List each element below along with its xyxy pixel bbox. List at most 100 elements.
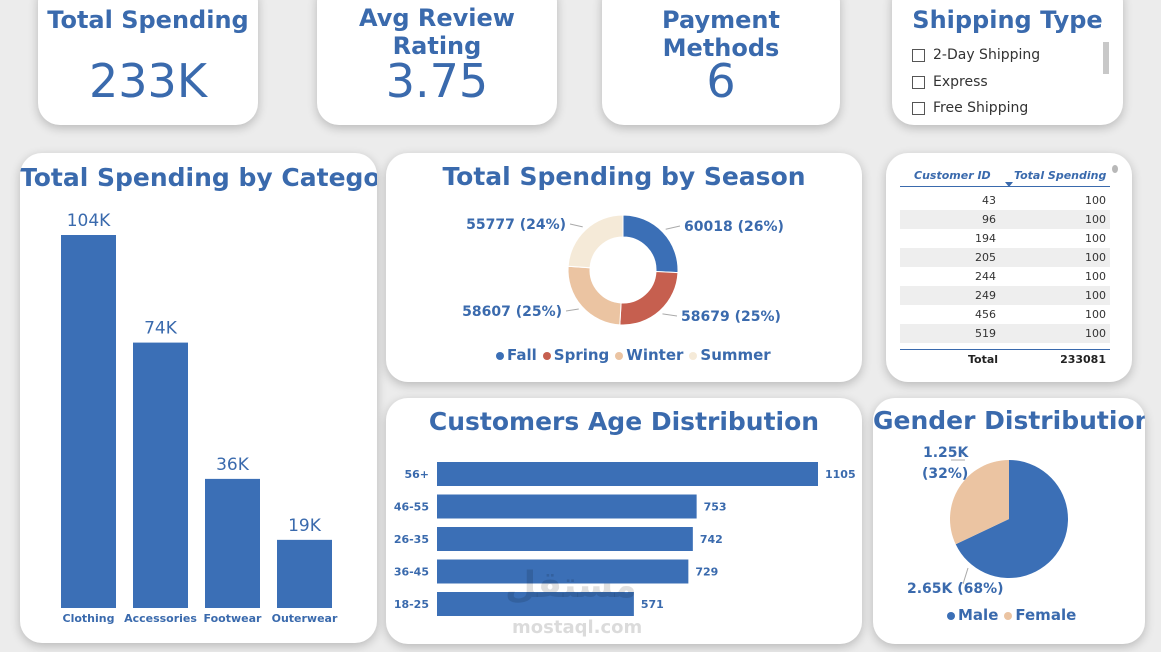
gender-pie-chart: 2.65K (68%) 1.25K (32%) xyxy=(907,445,1068,597)
legend-dot-icon xyxy=(542,352,551,360)
checkbox-icon[interactable] xyxy=(912,75,925,89)
option-label: Express xyxy=(933,74,988,90)
legend-item-spring[interactable]: Spring xyxy=(542,346,610,364)
season-chart-card: Total Spending by Season 60018 (26%) 5867… xyxy=(386,153,862,382)
option-label: Free Shipping xyxy=(933,100,1029,116)
y-tick-label: 36-45 xyxy=(394,566,429,579)
leader-line xyxy=(662,313,678,317)
cell-customer-id: 43 xyxy=(982,194,996,207)
legend-label: Fall xyxy=(507,346,537,364)
table-row[interactable]: 194 100 xyxy=(900,229,1110,248)
legend-item-female[interactable]: Female xyxy=(1004,606,1076,624)
age-bar-chart: 56+ 1105 46-55 753 26-35 742 36-45 729 18-25 571 xyxy=(394,462,856,616)
total-label: Total xyxy=(968,353,999,366)
data-label: 55777 (24%) xyxy=(466,217,566,233)
data-label: 104K xyxy=(67,211,111,231)
cell-customer-id: 519 xyxy=(975,327,996,340)
legend-dot-icon xyxy=(615,352,624,360)
category-chart-card: Total Spending by Category 104K Clothing 7… xyxy=(20,153,377,643)
age-chart-card: Customers Age Distribution 56+ 1105 46-55 7… xyxy=(386,398,862,644)
leader-line xyxy=(962,567,969,585)
bar-age-2 xyxy=(437,527,693,551)
column-header-total-spending[interactable]: Total Spending xyxy=(1014,169,1107,182)
slice-male xyxy=(955,460,1068,578)
chart-title: Total Spending by Season xyxy=(442,162,806,191)
x-tick-label: Accessories xyxy=(124,612,197,625)
watermark-logo: مستقل xyxy=(505,565,637,606)
cell-total-spending: 100 xyxy=(1085,289,1106,302)
legend-item-summer[interactable]: Summer xyxy=(689,346,771,364)
shipping-option-free[interactable]: Free Shipping xyxy=(912,100,1028,116)
kpi-value: 3.75 xyxy=(385,54,489,108)
bar-footwear xyxy=(205,478,260,608)
cell-customer-id: 194 xyxy=(975,232,996,245)
cell-total-spending: 100 xyxy=(1085,194,1106,207)
kpi-value: 233K xyxy=(89,54,207,108)
total-divider xyxy=(900,349,1110,350)
legend-item-fall[interactable]: Fall xyxy=(496,346,537,364)
legend-item-winter[interactable]: Winter xyxy=(615,346,683,364)
sort-desc-icon[interactable] xyxy=(1005,182,1013,187)
category-bar-chart: 104K Clothing 74K Accessories 36K Footwear 19K… xyxy=(61,211,338,625)
gender-legend: Male Female xyxy=(947,606,1076,624)
kpi-value: 6 xyxy=(706,54,736,108)
bar-age-1 xyxy=(437,494,697,519)
shipping-option-2day[interactable]: 2-Day Shipping xyxy=(912,47,1040,63)
gender-chart-card: Gender Distribution 2.65K (68%) 1.25K (32%… xyxy=(873,398,1145,644)
data-label: 742 xyxy=(700,533,723,546)
data-label: 58607 (25%) xyxy=(462,304,562,320)
data-label: 58679 (25%) xyxy=(681,309,781,325)
kpi-title: Payment Methods xyxy=(662,6,780,62)
cell-total-spending: 100 xyxy=(1085,327,1106,340)
scrollbar[interactable] xyxy=(1103,42,1109,74)
legend-dot-icon xyxy=(947,612,955,620)
checkbox-icon[interactable] xyxy=(912,101,925,115)
cell-total-spending: 100 xyxy=(1085,308,1106,321)
data-label: 729 xyxy=(695,566,718,579)
slice-female xyxy=(950,460,1009,545)
data-label: 36K xyxy=(216,455,250,475)
legend-dot-icon xyxy=(1004,612,1013,620)
x-tick-label: Outerwear xyxy=(272,612,338,625)
y-tick-label: 46-55 xyxy=(394,501,429,514)
y-tick-label: 56+ xyxy=(404,468,429,481)
leader-line xyxy=(665,225,681,230)
legend-label: Summer xyxy=(700,346,771,364)
table-row[interactable]: 205 100 xyxy=(900,248,1110,267)
cell-total-spending: 100 xyxy=(1085,251,1106,264)
y-tick-label: 18-25 xyxy=(394,598,429,611)
table-row[interactable]: 43 100 xyxy=(900,191,1110,210)
checkbox-icon[interactable] xyxy=(912,48,925,62)
table-row[interactable]: 456 100 xyxy=(900,305,1110,324)
slice-winter xyxy=(567,265,622,326)
legend-label: Winter xyxy=(626,346,684,364)
legend-label: Male xyxy=(958,606,999,624)
data-label: 60018 (26%) xyxy=(684,219,784,235)
legend-label: Spring xyxy=(553,346,610,364)
scrollbar-thumb[interactable] xyxy=(1112,165,1118,173)
shipping-option-express[interactable]: Express xyxy=(912,74,988,90)
table-row[interactable]: 96 100 xyxy=(900,210,1110,229)
table-row[interactable]: 519 100 xyxy=(900,324,1110,343)
cell-total-spending: 100 xyxy=(1085,213,1106,226)
chart-title: Customers Age Distribution xyxy=(428,407,820,436)
bar-age-3 xyxy=(437,559,689,584)
customer-table-card: Customer ID Total Spending 43 100 96 100 194… xyxy=(886,153,1132,382)
data-label: 2.65K (68%) xyxy=(907,581,1004,597)
legend-label: Female xyxy=(1015,606,1077,624)
kpi-card-payment-methods: Payment Methods 6 xyxy=(602,0,840,125)
data-label: 753 xyxy=(704,501,727,514)
legend-item-male[interactable]: Male xyxy=(947,606,998,624)
table-row[interactable]: 249 100 xyxy=(900,286,1110,305)
cell-customer-id: 249 xyxy=(975,289,996,302)
chart-title: Total Spending by Category xyxy=(20,163,377,192)
shipping-type-slicer: Shipping Type 2-Day Shipping Express Fre… xyxy=(892,0,1123,125)
season-donut-chart: 60018 (26%) 58679 (25%) 58607 (25%) 55777 (… xyxy=(462,214,784,326)
cell-customer-id: 205 xyxy=(975,251,996,264)
cell-total-spending: 100 xyxy=(1085,232,1106,245)
table-row[interactable]: 244 100 xyxy=(900,267,1110,286)
column-header-customer-id[interactable]: Customer ID xyxy=(914,169,991,182)
cell-customer-id: 244 xyxy=(975,270,996,283)
cell-customer-id: 456 xyxy=(975,308,996,321)
season-legend: Fall Spring Winter Summer xyxy=(496,346,771,364)
